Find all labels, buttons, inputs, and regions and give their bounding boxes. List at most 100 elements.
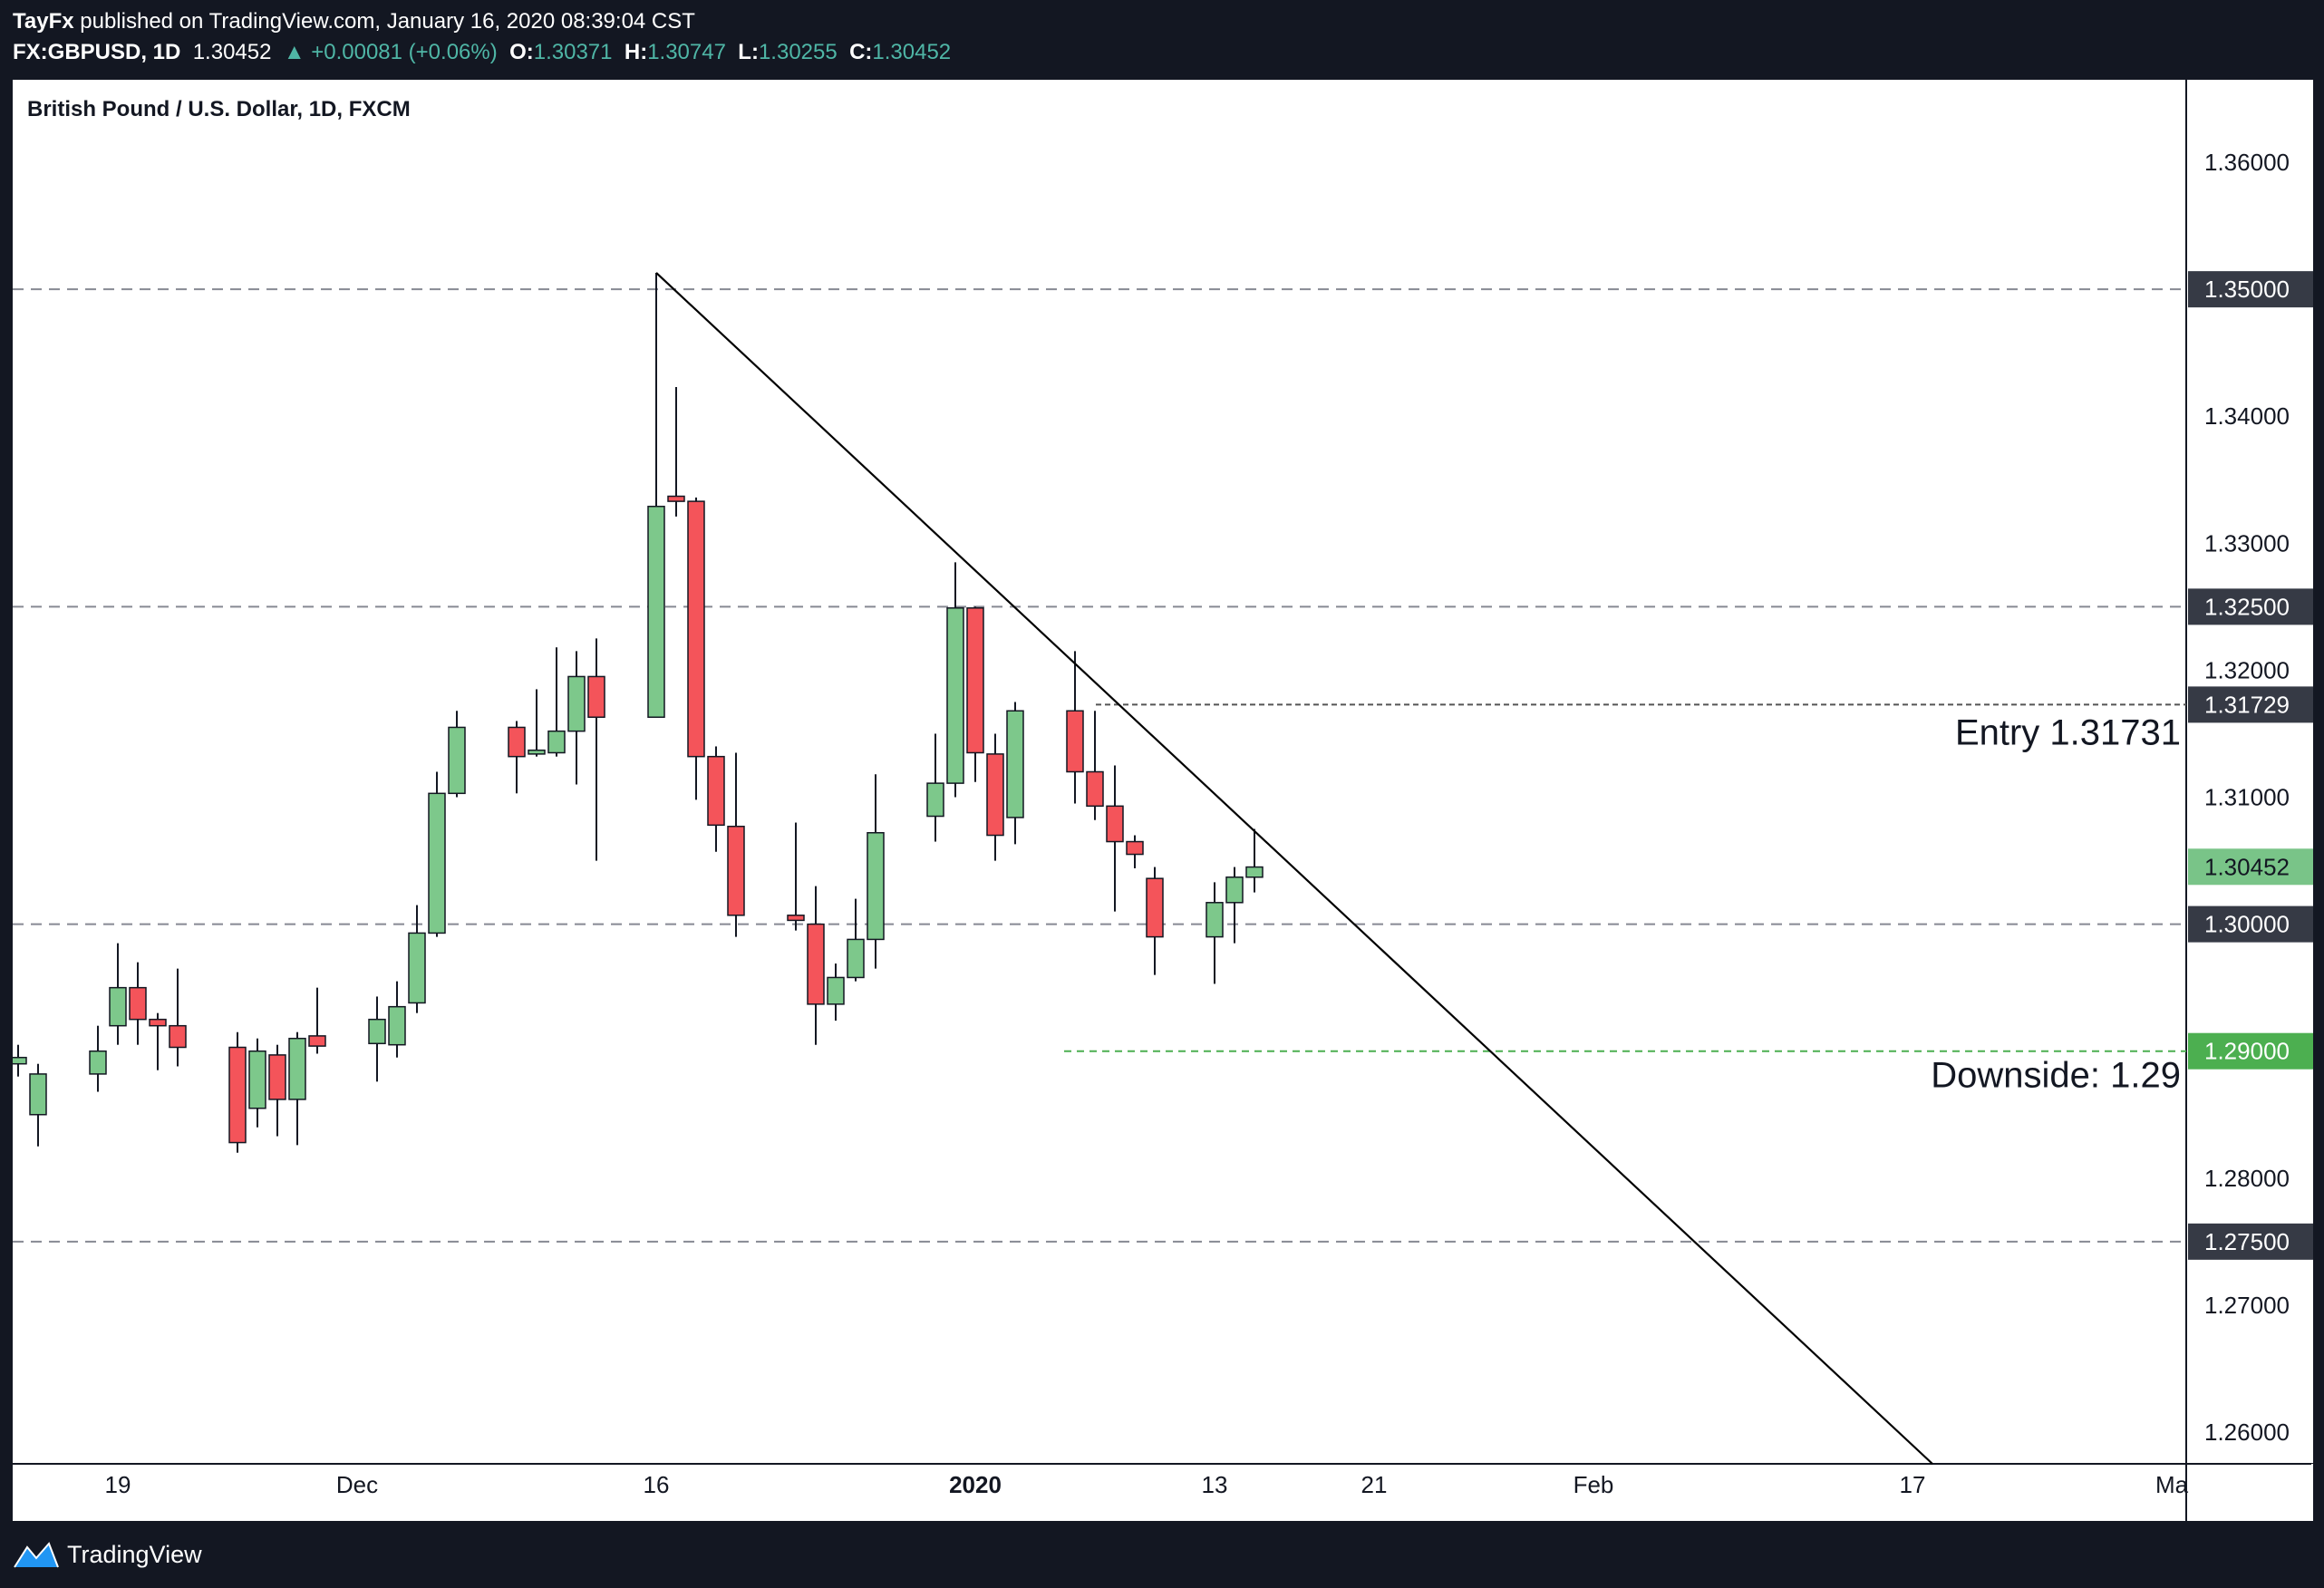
- open-label: O:: [509, 40, 534, 64]
- candle-body[interactable]: [149, 1018, 167, 1027]
- tradingview-logo-icon: [14, 1542, 59, 1568]
- high-label: H:: [624, 40, 648, 64]
- candle-body[interactable]: [408, 932, 426, 1004]
- price-level-label: 1.31729: [2204, 691, 2290, 718]
- tradingview-brand[interactable]: TradingView: [13, 1532, 202, 1577]
- candle-body[interactable]: [508, 726, 526, 758]
- candle-body[interactable]: [867, 831, 885, 941]
- time-tick-label: Feb: [1574, 1471, 1614, 1498]
- price-level-label: 1.29000: [2204, 1038, 2290, 1065]
- time-tick-label: 19: [105, 1471, 131, 1498]
- price-level-label: 1.30000: [2204, 911, 2290, 938]
- candle-body[interactable]: [1006, 710, 1024, 818]
- candle-body[interactable]: [109, 986, 127, 1027]
- candle-body[interactable]: [248, 1050, 266, 1109]
- price-tick-label: 1.28000: [2204, 1165, 2290, 1192]
- candle-body[interactable]: [986, 753, 1004, 837]
- price-tick-label: 1.26000: [2204, 1419, 2290, 1446]
- candle-body[interactable]: [368, 1018, 386, 1045]
- candle-body[interactable]: [587, 675, 605, 719]
- candle-body[interactable]: [787, 915, 805, 922]
- price-tick-label: 1.36000: [2204, 149, 2290, 176]
- close-value: 1.30452: [872, 40, 952, 64]
- time-tick-label: 17: [1900, 1471, 1926, 1498]
- candle-body[interactable]: [1245, 866, 1264, 878]
- tradingview-text: TradingView: [67, 1540, 202, 1568]
- chart-title: British Pound / U.S. Dollar, 1D, FXCM: [27, 97, 411, 121]
- candle-body[interactable]: [1106, 805, 1124, 843]
- candle-body[interactable]: [727, 825, 745, 916]
- last-price: 1.30452: [192, 40, 272, 64]
- chart-annotation[interactable]: Downside: 1.29: [1931, 1056, 2181, 1096]
- price-tick-label: 1.34000: [2204, 402, 2290, 430]
- author-name[interactable]: TayFx: [13, 9, 74, 34]
- candle-body[interactable]: [388, 1005, 406, 1046]
- chart-header: TayFx published on TradingView.com, Janu…: [0, 0, 2324, 78]
- publish-info: TayFx published on TradingView.com, Janu…: [13, 9, 695, 34]
- low-label: L:: [738, 40, 759, 64]
- candle-body[interactable]: [9, 1056, 27, 1065]
- candle-body[interactable]: [567, 675, 586, 732]
- open-value: 1.30371: [533, 40, 613, 64]
- candle-body[interactable]: [847, 938, 865, 979]
- candlestick-chart[interactable]: British Pound / U.S. Dollar, 1D, FXCM 1.…: [9, 80, 2313, 1521]
- candle-body[interactable]: [966, 607, 984, 754]
- candle-body[interactable]: [169, 1024, 187, 1049]
- price-level-label-bg: [2188, 271, 2313, 308]
- price-level-label: 1.35000: [2204, 276, 2290, 303]
- time-tick-label: 2020: [949, 1471, 1002, 1498]
- candle-body[interactable]: [1086, 770, 1104, 808]
- time-tick-label: Dec: [336, 1471, 378, 1498]
- price-tick-label: 1.33000: [2204, 529, 2290, 557]
- candle-body[interactable]: [89, 1050, 107, 1075]
- time-tick-label: 16: [644, 1471, 670, 1498]
- high-value: 1.30747: [647, 40, 726, 64]
- candle-body[interactable]: [129, 986, 147, 1021]
- price-change: ▲ +0.00081 (+0.06%): [283, 40, 498, 64]
- price-level-label-bg: [2188, 1223, 2313, 1260]
- candle-body[interactable]: [1206, 902, 1224, 938]
- trendline[interactable]: [655, 272, 1933, 1465]
- time-tick-label: Ma: [2155, 1471, 2189, 1498]
- price-level-label-bg: [2188, 686, 2313, 723]
- candle-body[interactable]: [528, 749, 546, 755]
- candle-body[interactable]: [1126, 840, 1144, 856]
- chart-annotation[interactable]: Entry 1.31731: [1955, 712, 2181, 752]
- axis-edge: [2311, 1464, 2313, 1521]
- current-price-label: 1.30452: [2204, 853, 2290, 880]
- candle-body[interactable]: [807, 923, 825, 1005]
- candle-body[interactable]: [288, 1037, 306, 1100]
- price-level-label-bg: [2188, 588, 2313, 625]
- candle-body[interactable]: [647, 505, 665, 719]
- publish-text: published on TradingView.com, January 16…: [80, 9, 695, 34]
- candle-body[interactable]: [228, 1046, 247, 1144]
- candle-body[interactable]: [547, 730, 566, 754]
- candle-body[interactable]: [1066, 710, 1084, 773]
- symbol-info: FX:GBPUSD, 1D 1.30452 ▲ +0.00081 (+0.06%…: [13, 40, 951, 65]
- price-level-label-bg: [2188, 1032, 2313, 1070]
- candle-body[interactable]: [926, 782, 944, 818]
- candle-body[interactable]: [667, 495, 685, 502]
- candle-body[interactable]: [1225, 876, 1244, 904]
- price-tick-label: 1.32000: [2204, 656, 2290, 683]
- low-value: 1.30255: [758, 40, 838, 64]
- candle-body[interactable]: [448, 726, 466, 795]
- candle-body[interactable]: [687, 500, 705, 758]
- candle-body[interactable]: [428, 792, 446, 934]
- price-tick-label: 1.27000: [2204, 1292, 2290, 1319]
- symbol-name: FX:GBPUSD, 1D: [13, 40, 181, 64]
- close-label: C:: [849, 40, 873, 64]
- time-tick-label: 21: [1361, 1471, 1388, 1498]
- price-level-label: 1.32500: [2204, 593, 2290, 620]
- candle-body[interactable]: [1146, 877, 1164, 938]
- current-price-label-bg: [2188, 848, 2313, 886]
- candle-body[interactable]: [268, 1054, 286, 1100]
- candle-body[interactable]: [946, 607, 964, 784]
- candle-body[interactable]: [308, 1035, 326, 1047]
- candle-body[interactable]: [29, 1073, 47, 1116]
- candle-body[interactable]: [707, 755, 725, 827]
- candle-body[interactable]: [827, 976, 845, 1005]
- time-tick-label: 13: [1202, 1471, 1228, 1498]
- chart-panel[interactable]: British Pound / U.S. Dollar, 1D, FXCM 1.…: [9, 80, 2313, 1521]
- price-tick-label: 1.31000: [2204, 784, 2290, 811]
